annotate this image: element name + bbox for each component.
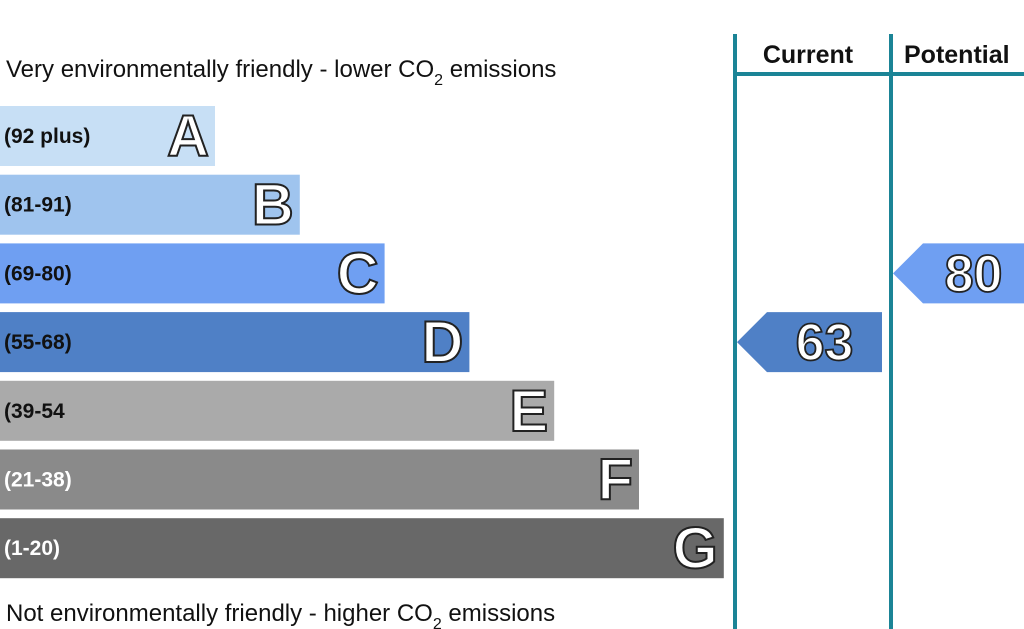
rating-value: 63 bbox=[796, 314, 854, 372]
column-divider bbox=[889, 34, 893, 629]
band-bar bbox=[0, 312, 470, 373]
band-range-label: (39-54 bbox=[4, 400, 65, 423]
band-bar bbox=[0, 243, 385, 304]
band-range-label: (21-38) bbox=[4, 469, 72, 492]
band-letter: A bbox=[167, 104, 209, 169]
band-d: (55-68) D bbox=[0, 309, 470, 376]
band-f: (21-38) F bbox=[0, 447, 639, 514]
band-e: (39-54 E bbox=[0, 378, 555, 445]
column-divider bbox=[733, 34, 737, 629]
top-caption: Very environmentally friendly - lower CO… bbox=[6, 56, 556, 89]
band-letter: G bbox=[673, 516, 718, 581]
band-letter: C bbox=[337, 241, 379, 306]
rating-marker-potential: 80 bbox=[893, 243, 1024, 304]
rating-bands: (92 plus) A(81-91) B(69-80) C(55-68) D(39-54… bbox=[0, 103, 724, 582]
band-letter: B bbox=[252, 173, 294, 238]
band-range-label: (81-91) bbox=[4, 194, 72, 217]
column-header-potential: Potential bbox=[904, 41, 1010, 69]
band-range-label: (69-80) bbox=[4, 262, 72, 285]
header-divider bbox=[733, 72, 1024, 76]
rating-arrow bbox=[893, 243, 1024, 304]
column-header-current: Current bbox=[763, 41, 854, 69]
rating-arrow bbox=[737, 312, 882, 373]
rating-markers: 63 80 bbox=[737, 243, 1024, 373]
rating-value: 80 bbox=[945, 245, 1003, 303]
band-bar bbox=[0, 449, 639, 510]
band-a: (92 plus) A bbox=[0, 103, 215, 170]
band-range-label: (55-68) bbox=[4, 331, 72, 354]
band-c: (69-80) C bbox=[0, 240, 385, 307]
band-bar bbox=[0, 380, 555, 441]
band-letter: E bbox=[510, 379, 549, 444]
rating-columns: Current Potential bbox=[733, 34, 1024, 629]
band-range-label: (1-20) bbox=[4, 537, 60, 560]
band-g: (1-20) G bbox=[0, 515, 724, 582]
band-b: (81-91) B bbox=[0, 172, 300, 239]
rating-marker-current: 63 bbox=[737, 312, 882, 373]
band-letter: D bbox=[422, 310, 464, 375]
band-range-label: (92 plus) bbox=[4, 125, 90, 148]
band-bar bbox=[0, 174, 300, 235]
band-letter: F bbox=[598, 448, 633, 513]
band-bar bbox=[0, 518, 724, 579]
bottom-caption: Not environmentally friendly - higher CO… bbox=[6, 600, 555, 629]
band-bar bbox=[0, 106, 215, 166]
